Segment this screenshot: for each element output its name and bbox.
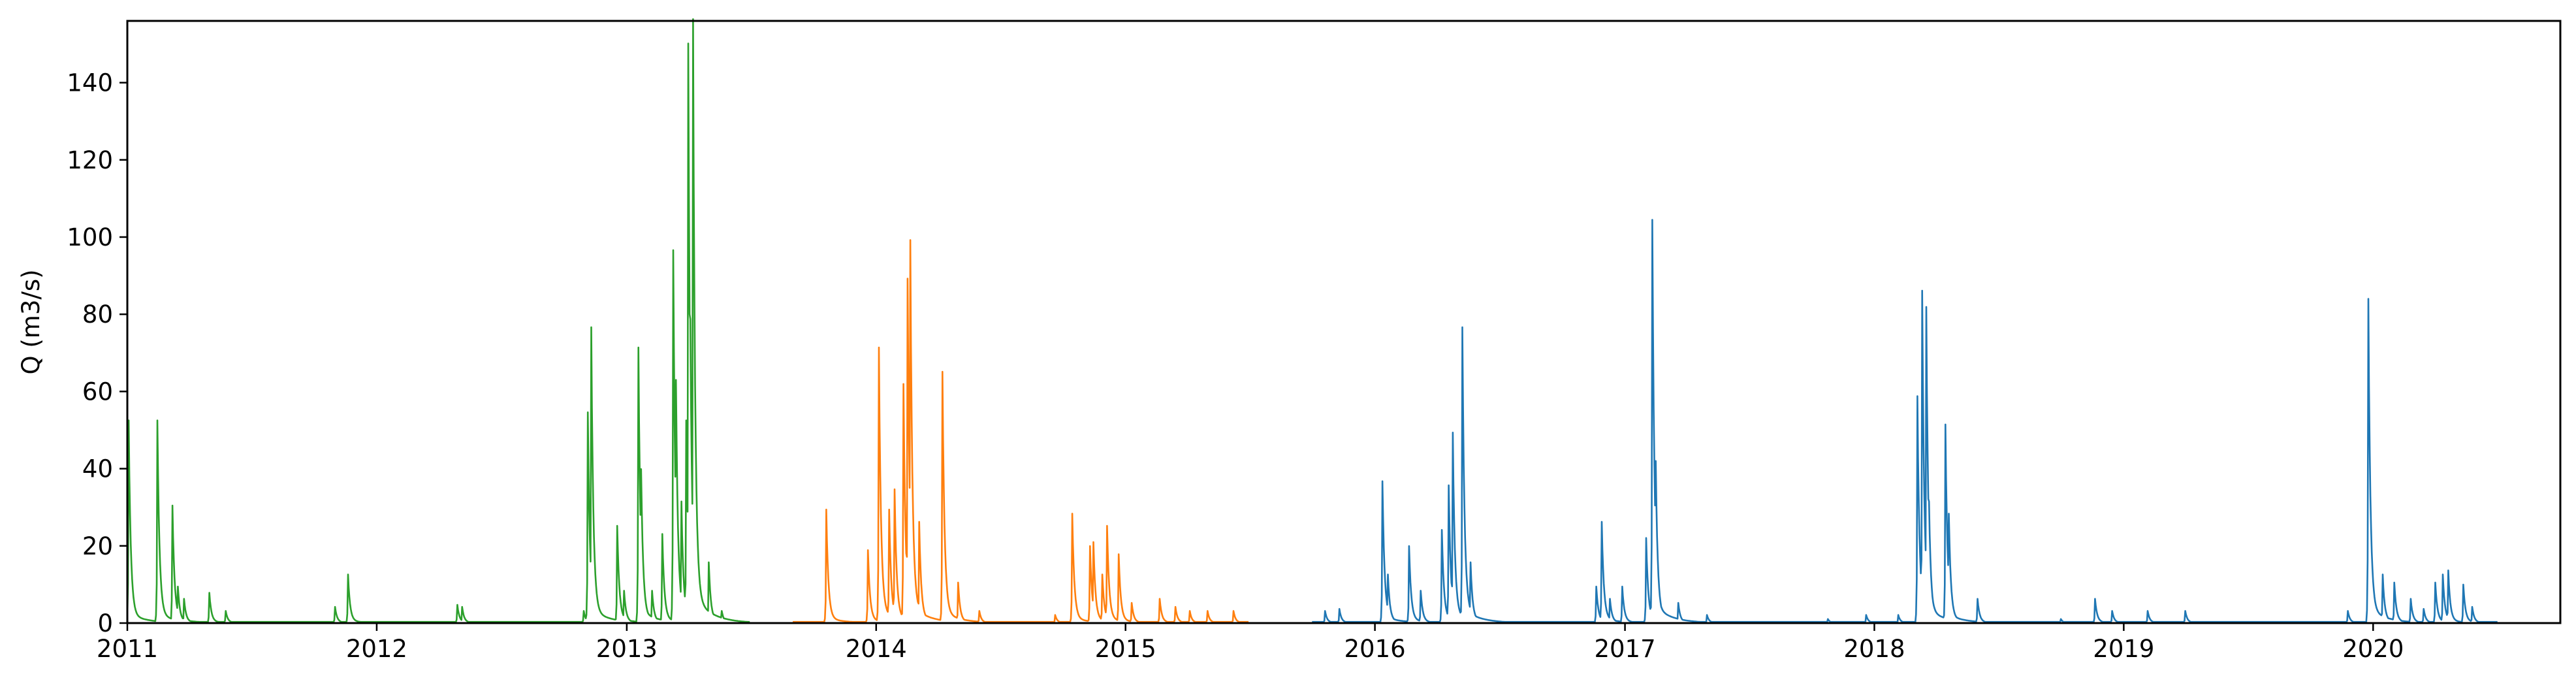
y-tick-label: 120: [67, 146, 113, 174]
x-tick-label: 2011: [97, 635, 158, 663]
x-tick-label: 2019: [2093, 635, 2154, 663]
y-axis-label: Q (m3/s): [17, 269, 45, 374]
y-tick-label: 140: [67, 69, 113, 97]
x-tick-label: 2018: [1843, 635, 1905, 663]
y-tick-label: 100: [67, 223, 113, 251]
x-tick-label: 2016: [1344, 635, 1406, 663]
x-tick-label: 2015: [1095, 635, 1156, 663]
x-tick-label: 2013: [596, 635, 658, 663]
x-tick-label: 2020: [2342, 635, 2404, 663]
x-tick-label: 2017: [1594, 635, 1655, 663]
y-tick-label: 0: [97, 609, 113, 637]
y-tick-label: 60: [82, 378, 113, 406]
y-tick-label: 40: [82, 455, 113, 483]
y-tick-label: 80: [82, 300, 113, 329]
x-tick-label: 2014: [846, 635, 907, 663]
y-tick-label: 20: [82, 532, 113, 560]
x-tick-label: 2012: [346, 635, 407, 663]
